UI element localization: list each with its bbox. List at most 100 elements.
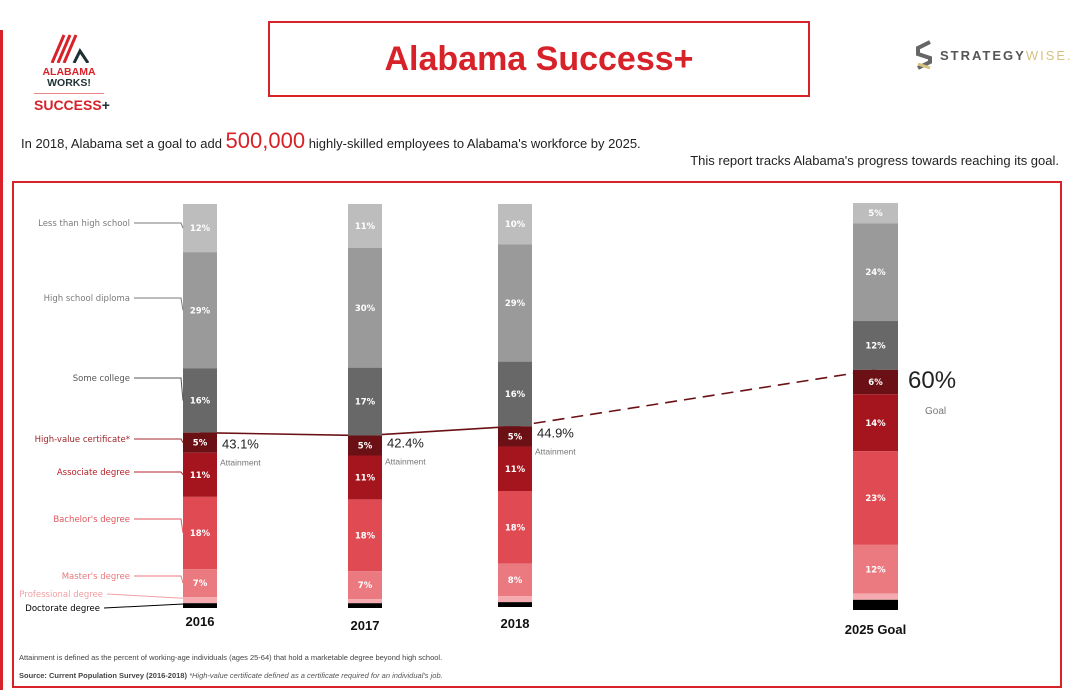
title-box: Alabama Success+ xyxy=(268,21,810,97)
legend-leader-line xyxy=(106,593,183,599)
alabama-works-stripes-icon xyxy=(50,34,90,64)
attainment-caption: Goal xyxy=(925,406,946,417)
segment-value-label: 29% xyxy=(505,299,526,309)
attainment-value: 42.4% xyxy=(387,436,424,451)
legend-leader-line xyxy=(134,297,184,311)
segment-value-label: 14% xyxy=(865,419,886,429)
bar-segment xyxy=(348,204,382,248)
legend-label: High-value certificate* xyxy=(35,435,130,445)
year-label: 2018 xyxy=(501,616,530,631)
segment-value-label: 12% xyxy=(190,224,211,234)
attainment-value: 44.9% xyxy=(537,425,574,440)
attainment-value: 60% xyxy=(908,367,956,394)
year-label: 2025 Goal xyxy=(845,622,906,637)
bar-segment xyxy=(498,426,532,447)
bar-segment xyxy=(183,603,217,608)
attainment-trend-line xyxy=(199,431,366,437)
segment-value-label: 18% xyxy=(355,531,376,541)
segment-value-label: 11% xyxy=(355,473,376,483)
bar-segment xyxy=(853,544,898,594)
legend-leader-line xyxy=(134,377,184,401)
legend-leader-line xyxy=(134,575,184,584)
bar-segment xyxy=(853,369,898,395)
attainment-caption: Attainment xyxy=(535,446,576,456)
bar-segment xyxy=(348,247,382,368)
bar-segment xyxy=(853,321,898,370)
bar-segment xyxy=(183,597,217,604)
segment-value-label: 7% xyxy=(358,581,373,591)
bar-segment xyxy=(348,571,382,600)
segment-value-label: 6% xyxy=(868,378,883,388)
bar-segment xyxy=(853,599,898,610)
segment-value-label: 18% xyxy=(190,529,211,539)
bar-segment xyxy=(853,451,898,545)
segment-value-label: 5% xyxy=(358,442,373,452)
legend-label: Bachelor's degree xyxy=(53,515,130,525)
page-title: Alabama Success+ xyxy=(384,39,694,78)
chart-frame xyxy=(12,181,1062,688)
attainment-trend-line xyxy=(364,425,516,437)
legend-label: Less than high school xyxy=(38,219,130,229)
intro-subtext: This report tracks Alabama's progress to… xyxy=(690,153,1059,168)
year-label: 2017 xyxy=(351,618,380,633)
bar-segment xyxy=(498,361,532,427)
legend-leader-line xyxy=(103,603,183,609)
legend-label: Some college xyxy=(73,374,130,384)
legend-label: Professional degree xyxy=(19,590,103,600)
attainment-line-group xyxy=(199,369,876,437)
logo-text-alabama: ALABAMA xyxy=(42,66,96,78)
bar-segment xyxy=(348,499,382,572)
segment-value-label: 10% xyxy=(505,220,526,230)
segment-value-label: 11% xyxy=(355,222,376,232)
legend-label: High school diploma xyxy=(44,294,130,304)
attainment-caption: Attainment xyxy=(385,457,426,467)
bar-segment xyxy=(183,569,217,598)
intro-text: In 2018, Alabama set a goal to add 500,0… xyxy=(21,128,641,153)
bar-segment xyxy=(498,596,532,603)
bar-segment xyxy=(853,203,898,224)
attainment-value: 43.1% xyxy=(222,437,259,452)
bar-segment xyxy=(498,204,532,245)
bar-segment xyxy=(853,223,898,322)
segment-value-label: 16% xyxy=(505,390,526,400)
segment-value-label: 24% xyxy=(865,268,886,278)
segment-value-label: 23% xyxy=(865,494,886,504)
goal-trend-line xyxy=(514,369,876,428)
segment-value-label: 29% xyxy=(190,306,211,316)
segment-value-label: 16% xyxy=(190,397,211,407)
legend-leader-line xyxy=(134,471,184,476)
bar-segment xyxy=(183,452,217,497)
legend-label: Master's degree xyxy=(62,572,130,582)
segment-value-label: 11% xyxy=(190,471,211,481)
segment-value-label: 11% xyxy=(505,465,526,475)
source-note: Source: Current Population Survey (2016-… xyxy=(19,671,443,680)
bar-segment xyxy=(183,368,217,433)
attainment-caption: Attainment xyxy=(220,458,261,468)
alabama-works-logo: ALABAMA WORKS! SUCCESS+ xyxy=(28,33,110,113)
goal-number: 500,000 xyxy=(225,128,306,153)
bar-segment xyxy=(348,603,382,608)
segment-value-label: 30% xyxy=(355,304,376,314)
bar-segment xyxy=(348,599,382,604)
bar-segment xyxy=(498,490,532,564)
segment-value-label: 12% xyxy=(865,565,886,575)
bars-group: 12% 29% 16% 5% 11% 18% 7% 2016 11% 30% 17% 5% 11% 18%… xyxy=(183,203,906,637)
bar-segment xyxy=(183,204,217,253)
year-label: 2016 xyxy=(186,614,215,629)
bar-segment xyxy=(183,252,217,369)
bar-segment xyxy=(348,367,382,436)
attainment-definition-note: Attainment is defined as the percent of … xyxy=(19,653,443,662)
strategywise-logo: STRATEGY WISE. xyxy=(914,40,1073,70)
bar-segment xyxy=(348,435,382,456)
bar-segment xyxy=(348,455,382,500)
legend-label: Associate degree xyxy=(57,468,130,478)
logo-text-success: SUCCESS+ xyxy=(34,93,110,113)
bar-segment xyxy=(498,563,532,597)
segment-value-label: 5% xyxy=(193,439,208,449)
legend-label: Doctorate degree xyxy=(25,604,100,614)
bar-segment xyxy=(183,432,217,453)
segment-value-label: 8% xyxy=(508,576,523,586)
bar-segment xyxy=(498,244,532,362)
legend-leader-line xyxy=(134,222,184,229)
